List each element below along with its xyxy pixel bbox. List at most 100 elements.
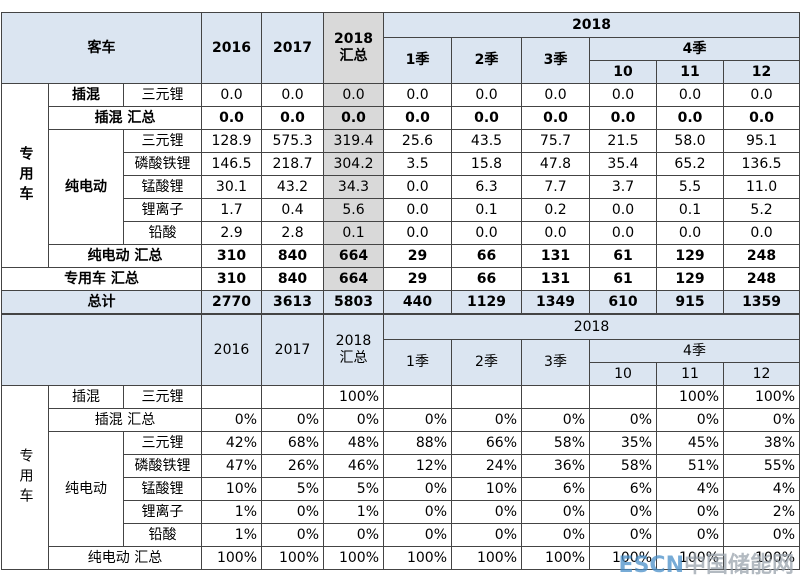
value-cell: 1129 [451,290,523,314]
value-cell: 0.0 [323,106,385,130]
value-cell: 4% [656,477,724,501]
quarter-header: 4季 [588,339,800,363]
month-header: 11 [656,362,724,386]
row-label: 三元锂 [123,431,202,455]
value-cell: 128.9 [201,129,263,153]
value-cell: 26% [261,454,324,478]
value-cell: 95.1 [723,129,800,153]
value-cell: 0.0 [589,106,658,130]
value-cell: 0.0 [656,83,725,107]
value-cell: 100% [521,546,590,570]
value-cell: 3613 [261,290,325,314]
value-cell: 440 [383,290,453,314]
corner-header [1,314,202,386]
value-cell: 0.0 [723,221,800,245]
value-cell: 100% [383,546,452,570]
column-header: 2016 [201,314,262,386]
row-label: 铅酸 [123,523,202,547]
value-cell: 45% [656,431,724,455]
value-cell: 88% [383,431,452,455]
value-cell: 61 [589,244,658,268]
value-cell: 100% [656,546,724,570]
value-cell: 24% [451,454,522,478]
value-cell: 575.3 [261,129,325,153]
month-header: 10 [589,362,657,386]
row-label: 锰酸锂 [123,477,202,501]
value-cell: 0% [656,500,724,524]
group-label: 纯电动 [48,129,124,245]
value-cell: 131 [521,267,591,291]
value-cell [451,385,522,409]
column-header: 2016 [201,12,263,84]
value-cell: 75.7 [521,129,591,153]
value-cell: 34.3 [323,175,385,199]
row-label: 锰酸锂 [122,175,203,199]
value-cell: 0% [589,408,657,432]
row-label: 磷酸铁锂 [123,454,202,478]
value-cell: 0% [261,408,324,432]
value-cell: 0.0 [383,106,453,130]
value-cell: 5.5 [656,175,725,199]
value-cell: 1% [323,500,384,524]
value-cell: 664 [323,244,385,268]
value-cell: 21.5 [589,129,658,153]
month-header: 10 [589,60,658,84]
group-label: 插混 [48,385,124,409]
value-cell: 35% [589,431,657,455]
value-cell: 0% [261,500,324,524]
value-cell: 0.0 [656,106,725,130]
column-header: 2017 [261,12,325,84]
value-cell: 0.0 [451,106,523,130]
value-cell: 1% [201,523,262,547]
value-cell: 0.1 [656,198,725,222]
value-cell: 1% [201,500,262,524]
value-cell: 29 [383,244,453,268]
summary-label: 插混 汇总 [47,106,203,130]
value-cell: 0.0 [383,83,453,107]
value-cell: 100% [323,385,384,409]
value-cell: 0.0 [521,83,591,107]
value-cell: 0% [383,408,452,432]
value-cell: 0% [201,408,262,432]
quarter-header: 4季 [589,37,800,61]
value-cell: 0.0 [656,221,725,245]
value-cell: 5% [323,477,384,501]
row-label: 三元锂 [122,129,203,153]
value-cell: 100% [722,546,800,570]
value-cell: 38% [722,431,800,455]
value-cell: 0% [383,477,452,501]
value-cell: 0.1 [323,221,385,245]
value-cell: 15.8 [451,152,523,176]
value-cell: 0.0 [201,83,263,107]
total-label: 总计 [0,290,203,314]
value-cell [521,385,590,409]
value-cell: 0.1 [451,198,523,222]
value-cell: 10% [201,477,262,501]
value-cell: 11.0 [723,175,800,199]
value-cell: 218.7 [261,152,325,176]
value-cell: 304.2 [323,152,385,176]
value-cell: 0% [521,500,590,524]
value-cell: 47% [201,454,262,478]
value-cell: 58.0 [656,129,725,153]
value-cell: 0% [521,408,590,432]
side-label: 专用车 [1,83,49,268]
value-cell: 100% [323,546,384,570]
value-cell: 129 [656,267,725,291]
value-cell: 0.0 [589,221,658,245]
value-cell: 65.2 [656,152,725,176]
value-cell: 30.1 [201,175,263,199]
value-cell: 3.5 [383,152,453,176]
value-cell: 0.0 [261,83,325,107]
value-cell: 319.4 [323,129,385,153]
sales-table: 客车 2016 2017 2018 汇总 2018 1季 2季 3季 4季 10 11 12 专用车 插混… [0,12,800,314]
value-cell: 66% [451,431,522,455]
value-cell: 248 [723,267,800,291]
value-cell: 29 [383,267,453,291]
value-cell: 42% [201,431,262,455]
value-cell: 0.0 [451,83,523,107]
quarter-header: 3季 [521,37,591,84]
row-label: 铅酸 [122,221,203,245]
value-cell: 0% [589,523,657,547]
value-cell: 2.8 [261,221,325,245]
